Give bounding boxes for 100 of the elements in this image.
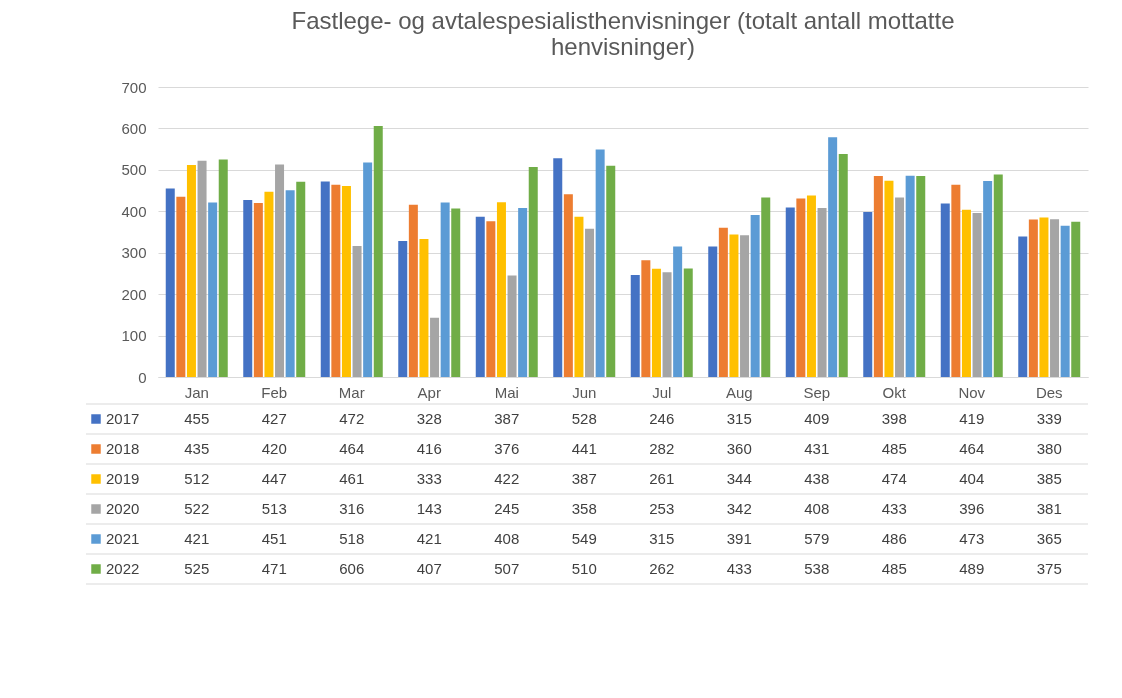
data-label: 464	[959, 440, 985, 457]
bar	[285, 190, 295, 377]
bar	[606, 165, 616, 377]
bar	[331, 184, 341, 377]
bar	[451, 208, 461, 377]
bar	[398, 241, 408, 377]
bar	[895, 197, 905, 377]
bar	[373, 125, 383, 377]
data-label: 316	[339, 500, 365, 517]
bar	[828, 137, 838, 377]
data-label: 435	[184, 440, 210, 457]
legend-label: 2020	[106, 500, 140, 517]
bar	[750, 215, 760, 377]
bar	[718, 227, 728, 377]
bar	[595, 149, 605, 377]
data-label: 407	[416, 560, 442, 577]
data-label: 522	[184, 500, 210, 517]
data-label: 438	[804, 470, 830, 487]
data-label: 376	[494, 440, 520, 457]
data-label: 315	[726, 410, 752, 427]
data-label: 245	[494, 500, 520, 517]
legend-label: 2017	[106, 410, 140, 427]
legend-label: 2019	[106, 470, 140, 487]
bar	[983, 181, 993, 377]
legend-label: 2022	[106, 560, 140, 577]
data-label: 328	[416, 410, 442, 427]
data-label: 396	[959, 500, 985, 517]
data-label: 455	[184, 410, 210, 427]
data-label: 391	[726, 530, 752, 547]
data-label: 606	[339, 560, 365, 577]
x-tick-label: Des	[1035, 383, 1063, 401]
data-label: 420	[261, 440, 287, 457]
legend-label: 2021	[106, 530, 140, 547]
x-tick-label: Jan	[184, 383, 209, 401]
bar	[1050, 219, 1060, 377]
y-tick-label: 300	[121, 244, 147, 262]
bar	[574, 216, 584, 377]
bar	[264, 191, 274, 377]
bar	[408, 204, 418, 377]
y-tick-label: 700	[121, 78, 147, 96]
bar	[1018, 236, 1028, 377]
bar	[553, 158, 563, 377]
bar	[916, 176, 926, 377]
data-label: 579	[804, 530, 830, 547]
data-label: 344	[726, 470, 752, 487]
bar	[740, 235, 750, 377]
bar	[296, 181, 306, 377]
x-tick-label: Jun	[572, 383, 597, 401]
data-label: 421	[184, 530, 210, 547]
x-tick-label: Mai	[494, 383, 519, 401]
data-label: 409	[804, 410, 830, 427]
bar	[208, 202, 218, 377]
data-label: 261	[649, 470, 675, 487]
x-tick-label: Feb	[261, 383, 288, 401]
bar	[363, 162, 373, 377]
data-label: 387	[571, 470, 597, 487]
bar	[320, 181, 330, 377]
data-label: 262	[649, 560, 675, 577]
bar	[940, 203, 950, 377]
data-label: 333	[416, 470, 442, 487]
y-tick-label: 600	[121, 119, 147, 137]
data-label: 408	[804, 500, 830, 517]
bar	[838, 154, 848, 377]
bar	[528, 166, 538, 377]
bar	[243, 200, 253, 377]
bar	[951, 184, 961, 377]
bar	[352, 246, 362, 377]
data-label: 518	[339, 530, 365, 547]
data-label: 315	[649, 530, 675, 547]
bar	[165, 188, 175, 377]
data-label: 422	[494, 470, 520, 487]
bar	[683, 268, 693, 377]
bar	[341, 186, 351, 377]
data-label: 427	[261, 410, 287, 427]
data-label: 485	[881, 560, 907, 577]
bar	[673, 246, 683, 377]
data-label: 525	[184, 560, 210, 577]
bar	[419, 239, 429, 377]
x-tick-label: Sep	[803, 383, 831, 401]
bar	[518, 207, 528, 377]
bar	[961, 209, 971, 377]
legend-label: 2018	[106, 440, 140, 457]
data-label: 512	[184, 470, 210, 487]
bar	[585, 228, 595, 377]
x-tick-label: Okt	[882, 383, 907, 401]
data-label: 510	[571, 560, 597, 577]
data-label: 441	[571, 440, 597, 457]
data-label: 253	[649, 500, 675, 517]
data-label: 385	[1036, 470, 1062, 487]
x-tick-label: Jul	[652, 383, 672, 401]
data-label: 342	[726, 500, 752, 517]
bar	[486, 221, 496, 377]
bar	[440, 202, 450, 377]
bar	[496, 202, 506, 377]
bar	[253, 203, 263, 377]
data-label: 360	[726, 440, 752, 457]
data-label: 419	[959, 410, 985, 427]
chart-title: Fastlege- og avtalespesialisthenvisninger (totalt antall mottatte henvisninger)	[291, 7, 955, 60]
bar	[873, 176, 883, 377]
data-label: 528	[571, 410, 597, 427]
